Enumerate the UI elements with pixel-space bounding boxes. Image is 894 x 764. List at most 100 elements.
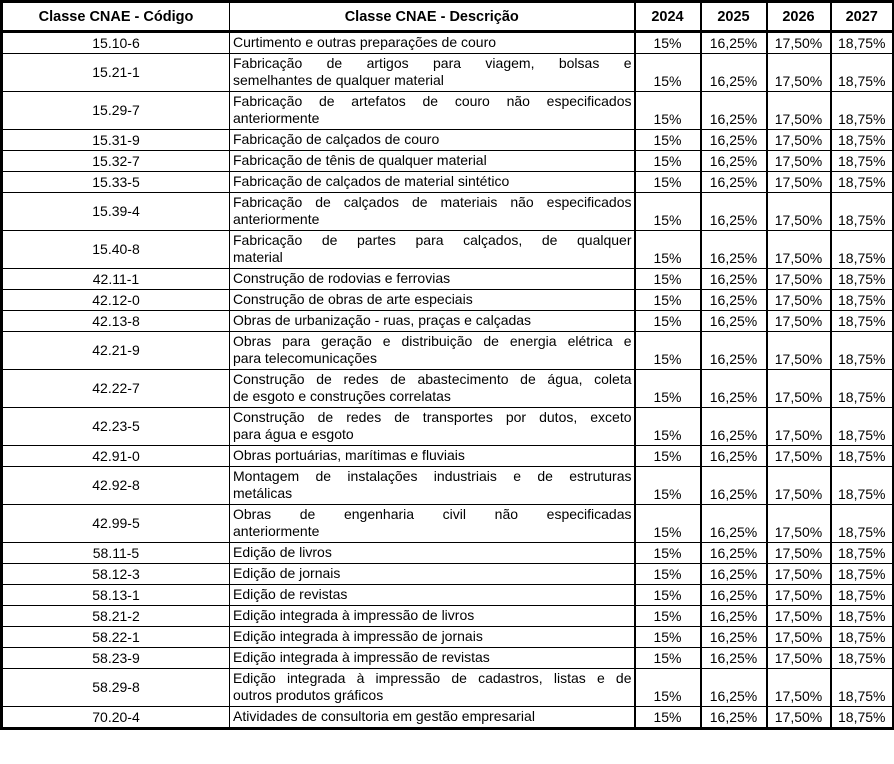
table-row: 42.22-7 Construção de redes de abastecim…	[1, 369, 894, 408]
cnae-description-cell: Construção de redes de abastecimento de …	[229, 369, 635, 408]
rate-2026-cell: 17,50%	[765, 268, 831, 290]
rate-2024-cell: 15%	[633, 584, 701, 606]
rate-2025-cell: 16,25%	[699, 466, 767, 505]
rate-2026-cell: 17,50%	[765, 706, 831, 729]
rate-2024-cell: 15%	[633, 407, 701, 446]
description-line: Construção de obras de arte especiais	[233, 291, 473, 307]
table-row: 42.99-5 Obras de engenharia civil não es…	[1, 504, 894, 543]
description-line: Fabricação de calçados de material sinté…	[233, 173, 510, 189]
rate-2027-cell: 18,75%	[829, 542, 894, 564]
description-line: Fabricação de artefatos de couro não esp…	[233, 93, 632, 109]
rate-2026-cell: 17,50%	[765, 289, 831, 311]
cnae-code-cell: 58.23-9	[1, 647, 230, 669]
rate-2024-cell: 15%	[633, 445, 701, 467]
cnae-description-cell: Edição de jornais	[229, 563, 635, 585]
rate-2027-cell: 18,75%	[829, 31, 894, 54]
table-row: 15.21-1 Fabricação de artigos para viage…	[1, 53, 894, 92]
description-line: Atividades de consultoria em gestão empr…	[233, 708, 535, 724]
cnae-description-cell: Edição de revistas	[229, 584, 635, 606]
rate-2024-cell: 15%	[633, 310, 701, 332]
description-line: metálicas	[233, 485, 293, 501]
rate-2026-cell: 17,50%	[765, 563, 831, 585]
cnae-code-cell: 15.21-1	[1, 53, 230, 92]
cnae-code-cell: 15.32-7	[1, 150, 230, 172]
rate-2024-cell: 15%	[633, 171, 701, 193]
rate-2024-cell: 15%	[633, 230, 701, 269]
cnae-description-cell: Fabricação de calçados de material sinté…	[229, 171, 635, 193]
rate-2025-cell: 16,25%	[699, 192, 767, 231]
rate-2027-cell: 18,75%	[829, 53, 894, 92]
cnae-description-cell: Edição de livros	[229, 542, 635, 564]
cnae-description-cell: Edição integrada à impressão de jornais	[229, 626, 635, 648]
rate-2025-cell: 16,25%	[699, 171, 767, 193]
rate-2025-cell: 16,25%	[699, 289, 767, 311]
header-cnae-description: Classe CNAE - Descrição	[229, 1, 635, 33]
rate-2027-cell: 18,75%	[829, 504, 894, 543]
rate-2025-cell: 16,25%	[699, 31, 767, 54]
rate-2025-cell: 16,25%	[699, 230, 767, 269]
rate-2024-cell: 15%	[633, 91, 701, 130]
cnae-description-cell: Fabricação de tênis de qualquer material	[229, 150, 635, 172]
rate-2027-cell: 18,75%	[829, 91, 894, 130]
description-line: anteriormente	[233, 211, 320, 227]
rate-2026-cell: 17,50%	[765, 230, 831, 269]
rate-2024-cell: 15%	[633, 129, 701, 151]
description-line: material	[233, 249, 283, 265]
rate-2026-cell: 17,50%	[765, 445, 831, 467]
cnae-description-cell: Edição integrada à impressão de livros	[229, 605, 635, 627]
table-row: 15.29-7 Fabricação de artefatos de couro…	[1, 91, 894, 130]
rate-2026-cell: 17,50%	[765, 310, 831, 332]
header-row: Classe CNAE - Código Classe CNAE - Descr…	[1, 1, 894, 33]
rate-2025-cell: 16,25%	[699, 129, 767, 151]
table-row: 42.91-0 Obras portuárias, marítimas e fl…	[1, 445, 894, 467]
table-row: 42.11-1 Construção de rodovias e ferrovi…	[1, 268, 894, 290]
rate-2026-cell: 17,50%	[765, 171, 831, 193]
rate-2025-cell: 16,25%	[699, 584, 767, 606]
rate-2027-cell: 18,75%	[829, 626, 894, 648]
description-line: Obras de urbanização - ruas, praças e ca…	[233, 312, 532, 328]
table-row: 58.11-5 Edição de livros 15% 16,25% 17,5…	[1, 542, 894, 564]
description-line: Edição de revistas	[233, 586, 348, 602]
rate-2025-cell: 16,25%	[699, 605, 767, 627]
rate-2024-cell: 15%	[633, 626, 701, 648]
rate-2026-cell: 17,50%	[765, 407, 831, 446]
table-row: 15.32-7 Fabricação de tênis de qualquer …	[1, 150, 894, 172]
cnae-description-cell: Edição integrada à impressão de revistas	[229, 647, 635, 669]
table-row: 42.13-8 Obras de urbanização - ruas, pra…	[1, 310, 894, 332]
rate-2027-cell: 18,75%	[829, 605, 894, 627]
table-row: 42.21-9 Obras para geração e distribuiçã…	[1, 331, 894, 370]
rate-2024-cell: 15%	[633, 647, 701, 669]
rate-2025-cell: 16,25%	[699, 310, 767, 332]
rate-2027-cell: 18,75%	[829, 129, 894, 151]
cnae-description-cell: Obras de engenharia civil não especifica…	[229, 504, 635, 543]
description-line: para telecomunicações	[233, 350, 377, 366]
description-line: outros produtos gráficos	[233, 687, 384, 703]
cnae-description-cell: Obras portuárias, marítimas e fluviais	[229, 445, 635, 467]
rate-2026-cell: 17,50%	[765, 466, 831, 505]
description-line: Edição integrada à impressão de cadastro…	[233, 670, 632, 686]
description-line: Construção de redes de transportes por d…	[233, 409, 632, 425]
rate-2024-cell: 15%	[633, 31, 701, 54]
rate-2025-cell: 16,25%	[699, 150, 767, 172]
rate-2027-cell: 18,75%	[829, 310, 894, 332]
description-line: Fabricação de calçados de couro	[233, 131, 440, 147]
description-line: anteriormente	[233, 523, 320, 539]
description-line: Fabricação de calçados de materiais não …	[233, 194, 632, 210]
cnae-code-cell: 58.13-1	[1, 584, 230, 606]
description-line: Fabricação de artigos para viagem, bolsa…	[233, 55, 632, 71]
table-row: 15.33-5 Fabricação de calçados de materi…	[1, 171, 894, 193]
cnae-description-cell: Construção de rodovias e ferrovias	[229, 268, 635, 290]
rate-2026-cell: 17,50%	[765, 542, 831, 564]
table-row: 58.13-1 Edição de revistas 15% 16,25% 17…	[1, 584, 894, 606]
cnae-code-cell: 42.12-0	[1, 289, 230, 311]
description-line: semelhantes de qualquer material	[233, 72, 444, 88]
header-year-2024: 2024	[633, 1, 701, 33]
cnae-code-cell: 70.20-4	[1, 706, 230, 729]
rate-2027-cell: 18,75%	[829, 563, 894, 585]
rate-2024-cell: 15%	[633, 268, 701, 290]
cnae-code-cell: 42.13-8	[1, 310, 230, 332]
cnae-description-cell: Fabricação de partes para calçados, de q…	[229, 230, 635, 269]
cnae-description-cell: Obras de urbanização - ruas, praças e ca…	[229, 310, 635, 332]
rate-2027-cell: 18,75%	[829, 331, 894, 370]
cnae-description-cell: Atividades de consultoria em gestão empr…	[229, 706, 635, 729]
